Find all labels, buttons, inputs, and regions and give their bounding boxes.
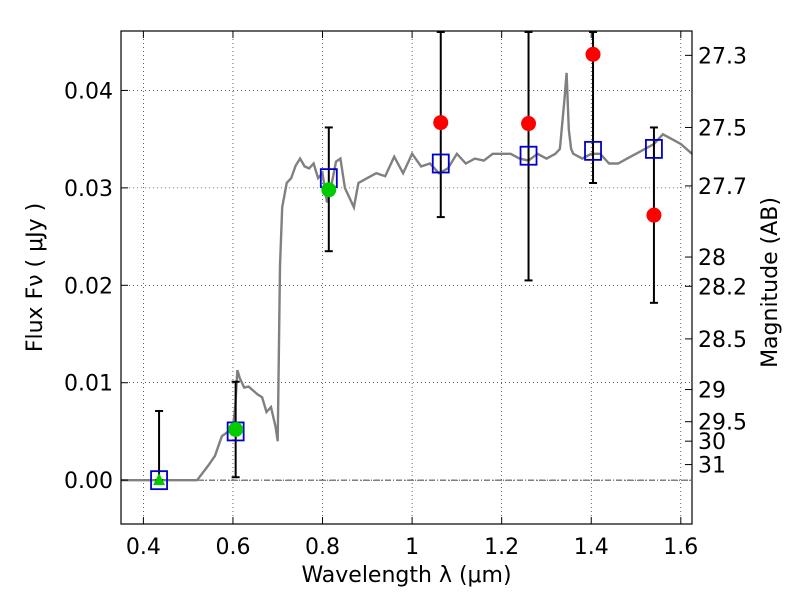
y-tick-label: 0.01 <box>64 372 113 397</box>
x-tick-label: 0.4 <box>126 535 161 560</box>
y-tick-label: 0.00 <box>64 469 113 494</box>
x-tick-label: 1.6 <box>663 535 698 560</box>
plot-frame <box>120 30 693 525</box>
model-photometry-square <box>584 140 602 161</box>
x-axis-label: Wavelength λ (μm) <box>301 563 511 588</box>
magnitude-tick-label: 28.5 <box>698 328 747 353</box>
magnitude-tick-label: 27.5 <box>698 116 747 141</box>
x-tick-label: 0.6 <box>215 535 250 560</box>
y-tick-label: 0.03 <box>64 177 113 202</box>
magnitude-tick-label: 28.2 <box>698 275 747 300</box>
x-tick-label: 0.8 <box>305 535 340 560</box>
model-photometry-square <box>645 138 663 159</box>
magnitude-tick-label: 29 <box>698 379 726 404</box>
model-spectrum-line <box>121 72 693 482</box>
error-bars <box>155 30 658 482</box>
magnitude-tick-label: 27.7 <box>698 175 747 200</box>
magnitude-tick-label: 29.5 <box>698 411 747 436</box>
x-tick-label: 1.2 <box>484 535 519 560</box>
observed-flux-point <box>521 116 537 132</box>
observed-flux-point <box>228 421 244 437</box>
observed-flux-point <box>433 115 449 131</box>
x-tick-label: 1 <box>405 535 419 560</box>
axis-ticks: 0.4 0.6 0.8 1 1.2 1.4 1.6 0.00 0.01 0.02 0.03 0.04 2… <box>64 31 747 560</box>
magnitude-tick-label: 27.3 <box>698 44 747 69</box>
grid-lines <box>121 31 692 524</box>
x-tick-label: 1.4 <box>574 535 609 560</box>
data-markers <box>150 46 663 491</box>
y-tick-label: 0.02 <box>64 274 113 299</box>
model-photometry-square <box>150 470 168 491</box>
y-tick-label: 0.04 <box>64 79 113 104</box>
magnitude-tick-label: 31 <box>698 454 726 479</box>
observed-flux-point <box>321 182 337 198</box>
observed-flux-point <box>646 207 662 223</box>
magnitude-tick-label: 28 <box>698 246 726 271</box>
magnitude-tick-label: 30 <box>698 430 726 455</box>
observed-flux-point <box>585 46 601 62</box>
y-axis-label: Flux Fν ( μJy ) <box>23 203 48 352</box>
upper-limit-triangle <box>153 473 166 486</box>
right-axis-label: Magnitude (AB) <box>758 197 783 368</box>
model-photometry-square <box>431 153 450 174</box>
model-photometry-square <box>519 145 538 166</box>
